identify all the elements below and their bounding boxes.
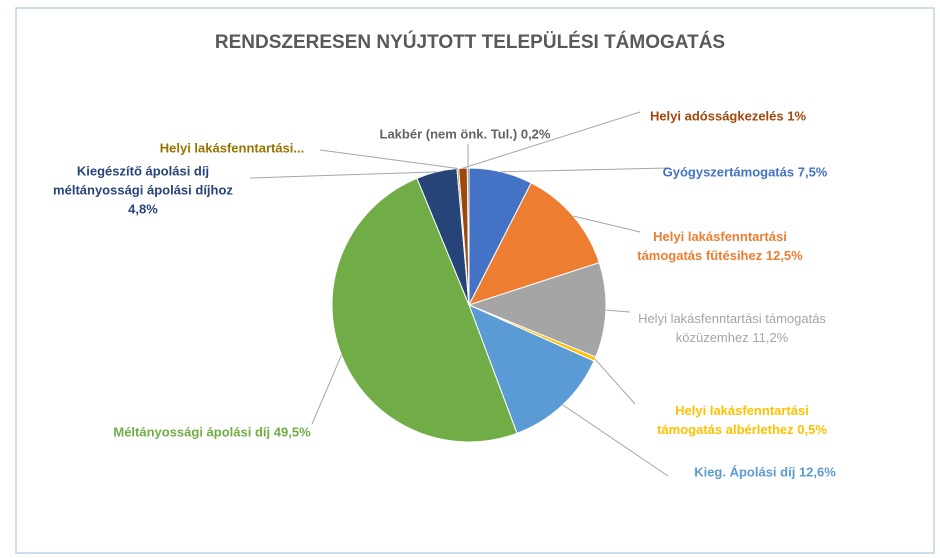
leader-line: [311, 354, 342, 425]
leader-line: [605, 309, 631, 313]
category-label: Lakbér (nem önk. Tul.): [379, 126, 518, 142]
value-label: 7,5%: [797, 164, 828, 180]
data-label: Helyi lakásfenntartási támogatás fűtésih…: [630, 227, 810, 265]
leader-line: [562, 404, 669, 477]
data-label: Kiegészítő ápolási díj méltányossági ápo…: [43, 162, 243, 219]
data-label: Helyi lakásfenntartási...: [127, 139, 337, 158]
category-label: Helyi lakásfenntartási támogatás közüzem…: [638, 311, 826, 345]
value-label: 49,5%: [273, 424, 311, 440]
value-label: 0,5%: [797, 422, 827, 437]
pie-slice: [466, 167, 470, 306]
pie-slice: [468, 304, 595, 434]
category-label: Helyi lakásfenntartási támogatás fűtésih…: [637, 229, 787, 263]
leader-line: [319, 149, 458, 169]
data-label: Méltányossági ápolási díj 49,5%: [112, 423, 312, 442]
leader-line: [249, 171, 437, 179]
value-label: 1%: [787, 108, 807, 124]
value-label: 12,6%: [798, 464, 836, 480]
category-label: Kieg. Ápolási díj: [694, 464, 796, 480]
chart-frame: [15, 7, 935, 554]
data-label: Lakbér (nem önk. Tul.) 0,2%: [365, 125, 565, 144]
value-label: 12,5%: [765, 248, 803, 263]
leader-line: [500, 167, 669, 173]
category-label: Kiegészítő ápolási díj méltányossági ápo…: [53, 163, 233, 198]
value-label: 4,8%: [128, 201, 158, 217]
data-label: Helyi lakásfenntartási támogatás albérle…: [647, 401, 837, 439]
data-label: Kieg. Ápolási díj 12,6%: [655, 463, 875, 482]
category-label: Helyi adósságkezelés: [649, 108, 784, 124]
data-label: Helyi lakásfenntartási támogatás közüzem…: [632, 309, 832, 347]
chart-title: RENDSZERESEN NYÚJTOTT TELEPÜLÉSI TÁMOGAT…: [215, 31, 725, 53]
category-label: Helyi lakásfenntartási...: [159, 140, 305, 156]
leader-line: [573, 215, 641, 233]
value-label: 11,2%: [752, 330, 789, 345]
value-label: 0,2%: [520, 126, 551, 142]
leader-line: [594, 358, 636, 405]
category-label: Helyi lakásfenntartási támogatás albérle…: [657, 403, 809, 437]
leader-line: [462, 111, 641, 169]
category-label: Gyógyszertámogatás: [662, 164, 795, 180]
data-label: Gyógyszertámogatás 7,5%: [650, 163, 840, 182]
data-label: Helyi adósságkezelés 1%: [638, 107, 818, 126]
category-label: Méltányossági ápolási díj: [113, 424, 271, 440]
